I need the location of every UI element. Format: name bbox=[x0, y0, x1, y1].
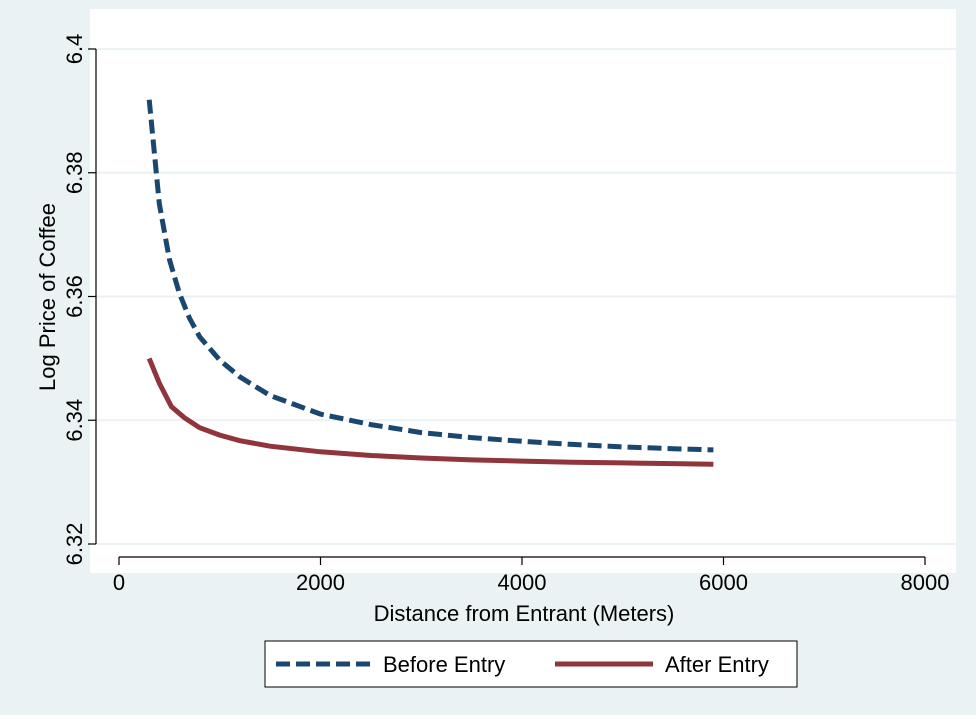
series-line-after-entry bbox=[146, 357, 714, 467]
x-tick-label-3: 6000 bbox=[699, 570, 748, 595]
legend: Before Entry After Entry bbox=[264, 640, 798, 688]
y-tick-label-1: 6.34 bbox=[62, 399, 87, 442]
x-tick-label-1: 2000 bbox=[296, 570, 345, 595]
y-tick-label-2: 6.36 bbox=[62, 275, 87, 318]
y-tick-label-0: 6.32 bbox=[62, 523, 87, 566]
legend-box bbox=[264, 640, 798, 688]
x-axis-label: Distance from Entrant (Meters) bbox=[374, 601, 675, 626]
legend-label-after-entry: After Entry bbox=[665, 652, 769, 677]
x-tick-label-4: 8000 bbox=[901, 570, 950, 595]
series-lines bbox=[146, 99, 714, 467]
grid-lines bbox=[96, 48, 956, 545]
plot-background bbox=[90, 9, 956, 573]
y-tick-label-3: 6.38 bbox=[62, 151, 87, 194]
y-axis-ticks: 6.32 6.34 6.36 6.38 6.4 bbox=[62, 34, 96, 566]
x-tick-label-0: 0 bbox=[113, 570, 125, 595]
y-axis-label: Log Price of Coffee bbox=[35, 203, 60, 391]
series-line-before-entry bbox=[146, 99, 714, 453]
y-tick-label-4: 6.4 bbox=[62, 34, 87, 65]
x-tick-label-2: 4000 bbox=[498, 570, 547, 595]
x-axis-ticks: 0 2000 4000 6000 8000 bbox=[113, 557, 950, 595]
legend-label-before-entry: Before Entry bbox=[383, 652, 505, 677]
